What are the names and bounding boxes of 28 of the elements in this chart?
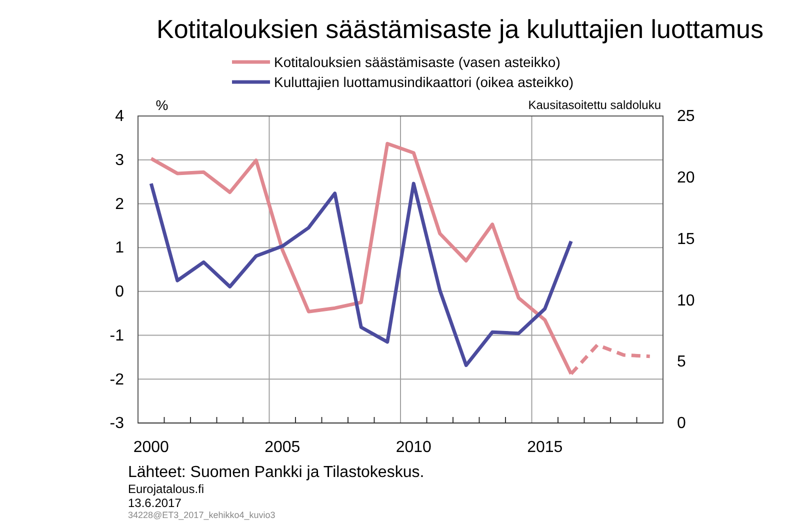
text: Lähteet: Suomen Pankki ja Tilastokeskus. [128,464,424,481]
y-tick-label: 0 [115,284,124,301]
text: 34228@ET3_2017_kehikko4_kuvio3 [128,510,276,520]
text: Eurojatalous.fi [128,482,204,496]
y-axis-title: % [156,97,168,113]
y-tick-label: 2 [115,196,124,213]
y-tick-label: -1 [110,327,124,344]
y-tick-label: -3 [110,415,124,432]
y2-axis-title: Kausitasoitettu saldoluku [528,98,661,112]
legend-label: Kuluttajien luottamusindikaattori (oikea asteikko) [274,74,574,90]
y2-tick-label: 10 [677,292,695,310]
y2-tick-label: 5 [677,354,686,371]
y2-tick-label: 0 [677,415,686,432]
line-series [149,182,573,368]
y-tick-label: 3 [115,152,124,169]
y-tick-label: -2 [110,371,124,388]
x-tick-label: 2000 [133,439,170,456]
y2-tick-label: 20 [677,170,695,187]
x-tick-label: 2010 [396,439,432,456]
y-tick-label: 1 [115,240,124,257]
y2-tick-label: 25 [677,108,695,126]
x-tick-label: 2015 [527,439,563,456]
legend-label: Kotitalouksien säästämisaste (vasen asteikko) [274,54,560,70]
text: 13.6.2017 [128,496,182,510]
y-tick-label: 4 [115,108,124,126]
y2-tick-label: 15 [677,230,695,248]
chart-title: Kotitalouksien säästämisaste ja kuluttajien luottamus [156,14,764,44]
x-tick-label: 2005 [264,439,300,456]
